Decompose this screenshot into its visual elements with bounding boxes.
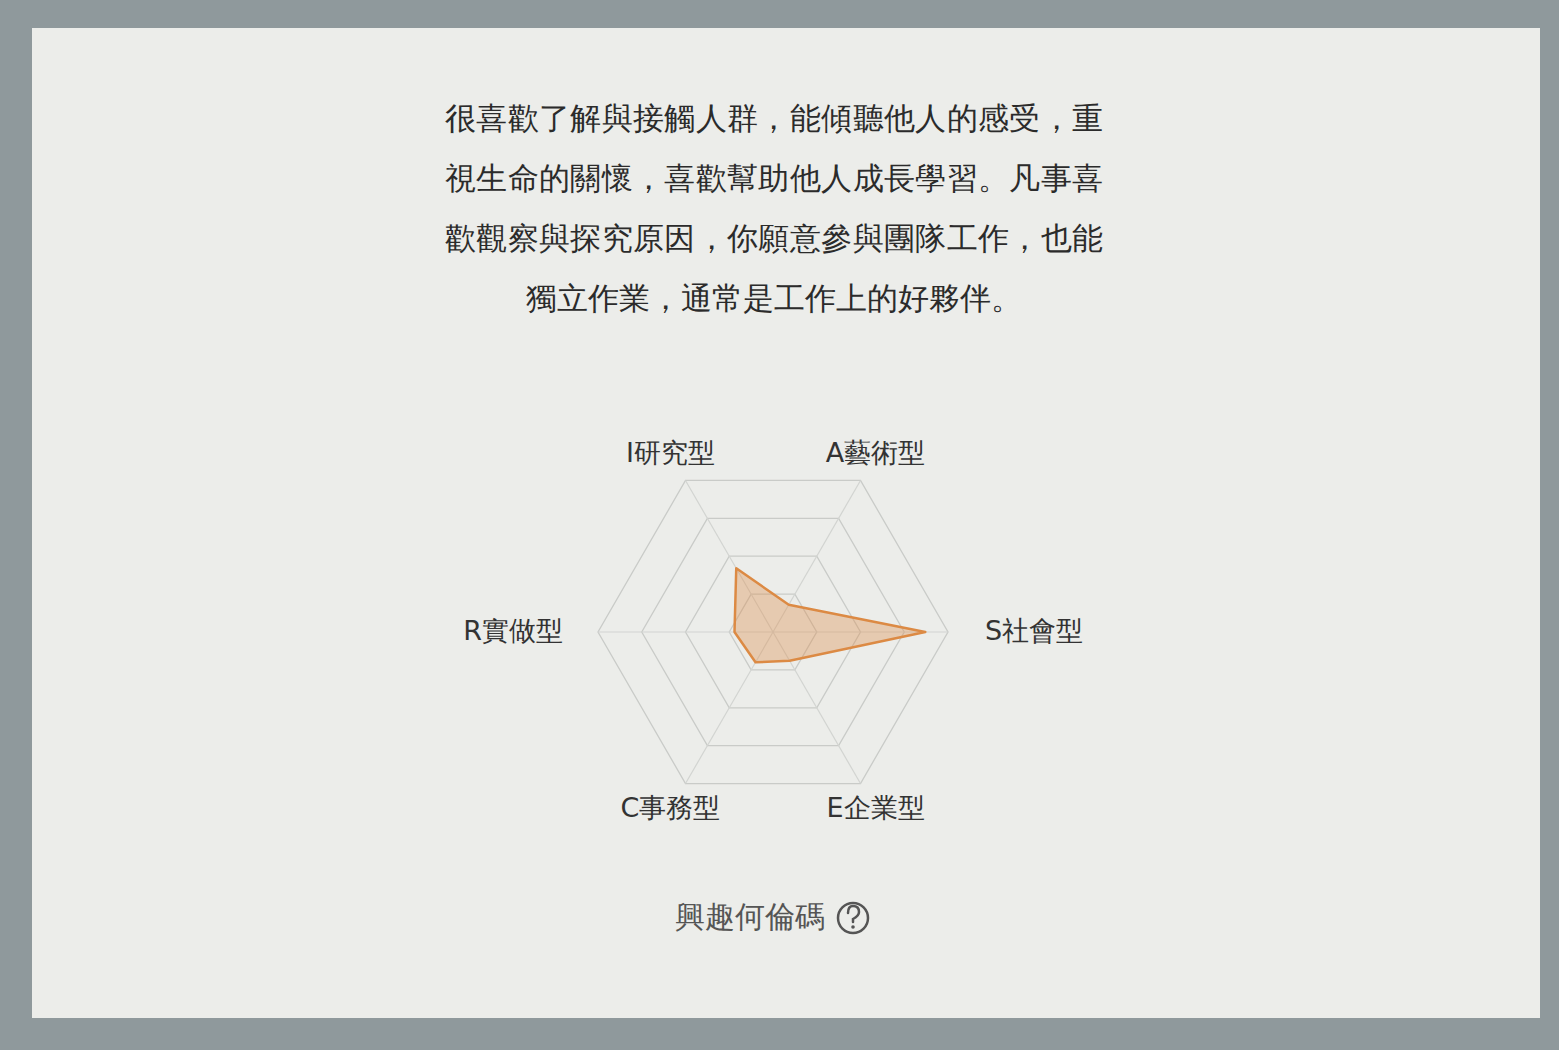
help-icon[interactable] bbox=[838, 903, 868, 933]
chart: I研究型 A藝術型 S社會型 E企業型 C事務型 R實做型興趣何倫碼 bbox=[0, 0, 1559, 1050]
plot-area bbox=[735, 568, 926, 662]
grid-ring bbox=[598, 480, 948, 783]
radar-area bbox=[735, 568, 926, 662]
category-label: I研究型 bbox=[626, 437, 715, 468]
category-label: C事務型 bbox=[621, 792, 721, 823]
category-label: R實做型 bbox=[463, 615, 563, 646]
category-label: S社會型 bbox=[985, 615, 1083, 646]
description: 很喜歡了解與接觸人群，能傾聽他人的感受，重視生命的關懷，喜歡幫助他人成長學習。凡… bbox=[445, 88, 1103, 328]
category-label: A藝術型 bbox=[826, 437, 925, 468]
category-label: E企業型 bbox=[826, 792, 924, 823]
title: 興趣何倫碼 bbox=[675, 899, 825, 934]
help-icon-mark bbox=[848, 906, 859, 922]
help-icon-dot bbox=[851, 925, 855, 929]
